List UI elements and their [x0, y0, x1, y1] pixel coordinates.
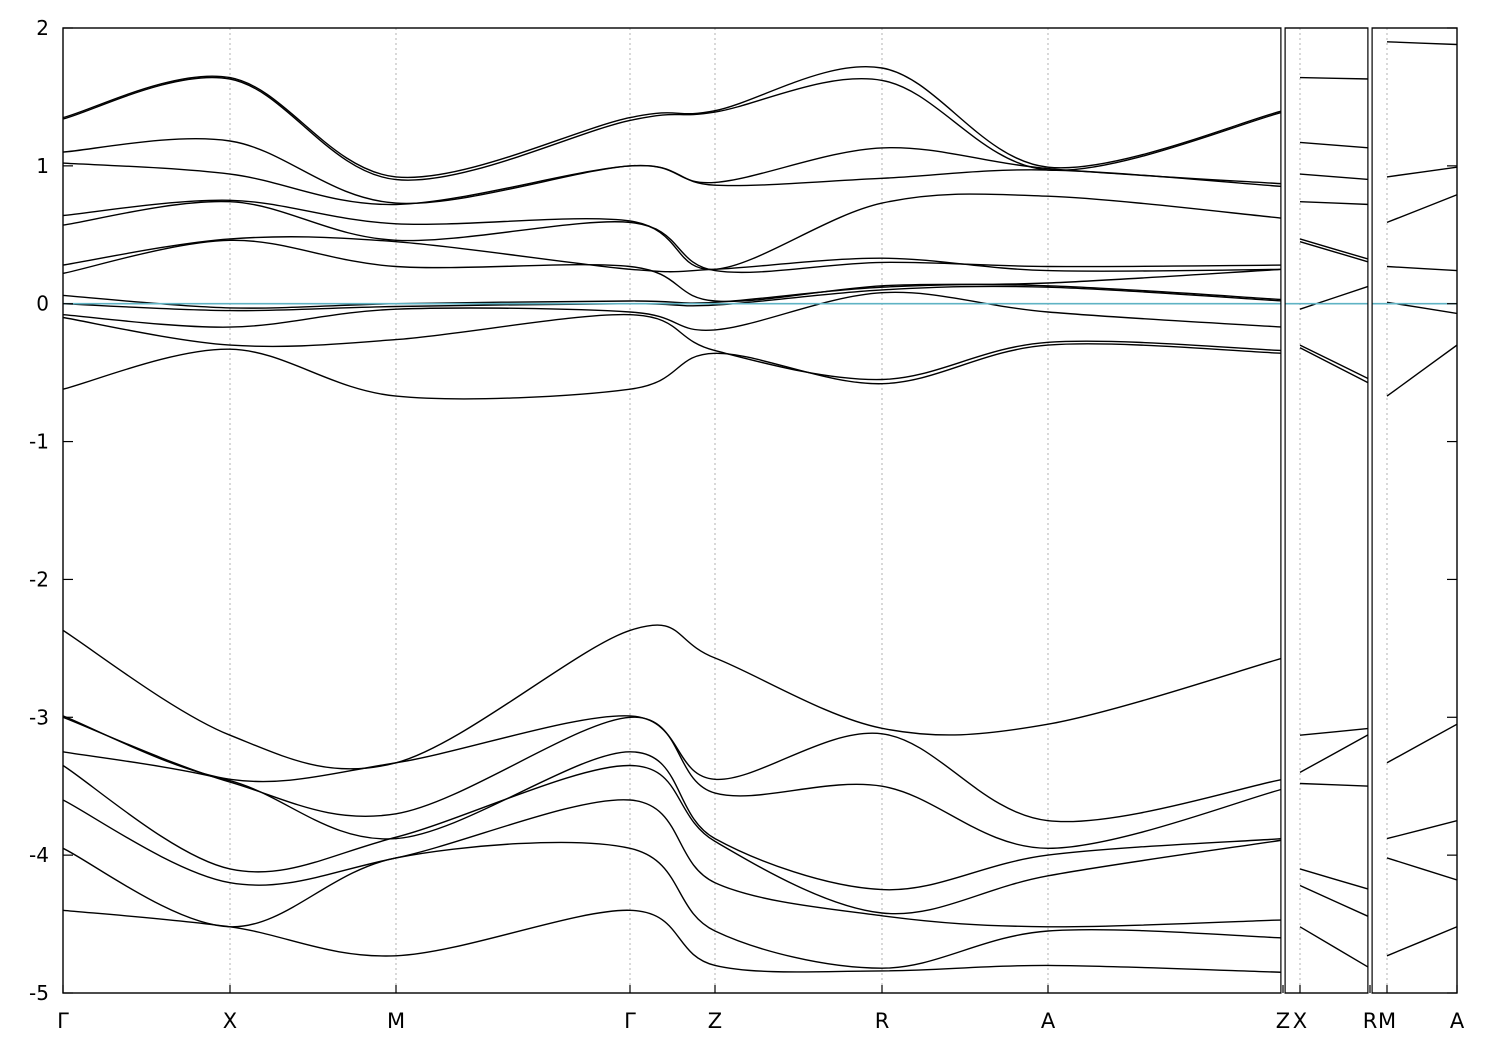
y-tick-label: -1: [29, 430, 49, 454]
kpoint-label: Γ: [624, 1009, 636, 1033]
band-line: [1299, 173, 1371, 181]
kpoint-label: M: [1378, 1009, 1396, 1033]
band-line: [63, 291, 1284, 331]
y-tick-label: 0: [36, 292, 49, 316]
band-line: [1299, 76, 1371, 80]
band-line: [1386, 820, 1457, 840]
band-line: [63, 76, 1284, 181]
y-tick-label: 2: [36, 16, 49, 40]
band-line: [63, 624, 1284, 770]
band-line: [1386, 926, 1457, 957]
kpoint-label: X: [1293, 1009, 1307, 1033]
panel-frame: [1371, 27, 1458, 994]
band-line: [63, 715, 1284, 823]
band-line: [63, 799, 1284, 928]
band-line: [1299, 344, 1371, 381]
band-line: [63, 751, 1284, 891]
band-line: [63, 239, 1284, 303]
band-line: [1299, 926, 1371, 969]
band-line: [1299, 285, 1371, 310]
band-line: [63, 313, 1284, 381]
y-tick-label: -4: [29, 843, 49, 867]
panel-frame: [1284, 27, 1369, 994]
band-line: [1386, 166, 1457, 178]
band-line: [1299, 733, 1371, 774]
panel-gap: [1368, 27, 1372, 994]
band-line: [1299, 347, 1371, 385]
band-line: [1299, 241, 1371, 264]
band-line: [1386, 857, 1457, 881]
kpoint-label: R: [1363, 1009, 1378, 1033]
y-tick-label: -3: [29, 705, 49, 729]
band-line: [1386, 265, 1457, 272]
band-line: [63, 909, 1284, 973]
band-line: [63, 162, 1284, 206]
band-line: [63, 841, 1284, 969]
band-line: [1299, 201, 1371, 206]
band-line: [63, 285, 1284, 312]
band-line: [63, 764, 1284, 915]
kpoint-label: A: [1450, 1009, 1465, 1033]
band-line: [1386, 723, 1457, 764]
band-line: [63, 66, 1284, 179]
kpoint-label: R: [875, 1009, 890, 1033]
y-tick-label: -5: [29, 981, 49, 1005]
band-line: [1386, 41, 1457, 46]
band-line: [1299, 238, 1371, 261]
band-line: [1386, 194, 1457, 224]
band-line: [1299, 868, 1371, 891]
panel-frame: [62, 27, 1282, 994]
band-line: [63, 343, 1284, 400]
kpoint-label: A: [1041, 1009, 1056, 1033]
kpoint-label: Z: [1276, 1009, 1290, 1033]
plot-frame: [62, 27, 1458, 994]
band-line: [1299, 141, 1371, 149]
panel-gap: [1281, 27, 1285, 994]
band-line: [63, 200, 1284, 274]
band-line: [1299, 782, 1371, 787]
kpoint-label: Z: [708, 1009, 722, 1033]
kpoint-label: X: [223, 1009, 237, 1033]
y-tick-label: 1: [36, 154, 49, 178]
kpoint-label: M: [387, 1009, 405, 1033]
band-line: [63, 283, 1284, 309]
kpoint-gridlines: [229, 28, 1388, 993]
band-line: [1386, 344, 1457, 397]
band-lines: [63, 41, 1457, 973]
band-line: [1299, 727, 1371, 736]
y-axis-ticks: -5 -4 -3 -2 -1 0 1 2: [29, 16, 1457, 1005]
band-line: [63, 193, 1284, 271]
band-line: [1299, 884, 1371, 918]
y-tick-label: -2: [29, 567, 49, 591]
kpoint-label: Γ: [57, 1009, 69, 1033]
band-line: [63, 236, 1284, 273]
